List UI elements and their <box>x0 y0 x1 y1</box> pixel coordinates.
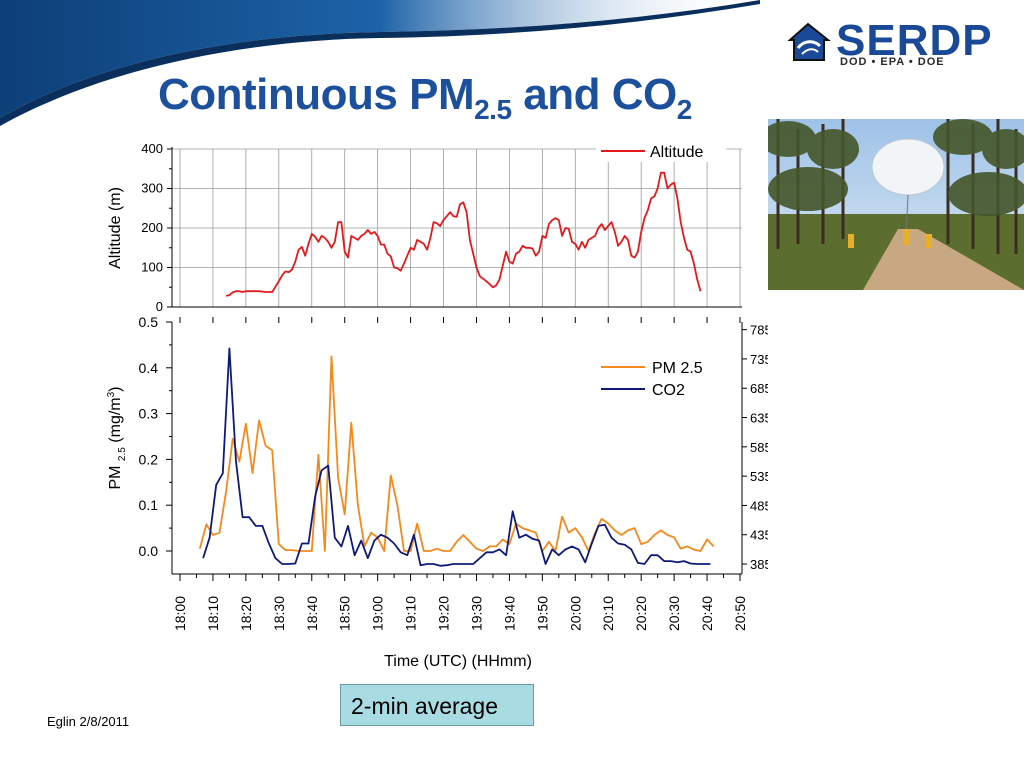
pm-co2-legend-bg <box>596 355 716 405</box>
time-x-tick-label: 19:20 <box>436 596 452 631</box>
footer-text: Eglin 2/8/2011 <box>47 714 130 729</box>
charts-area: 0 100 200 300 400 Altitude (m) Altitude 0.0 0.1… <box>106 140 768 670</box>
time-x-tick-label: 18:30 <box>271 596 287 631</box>
pm-y-axis-label-part: ) <box>107 386 124 391</box>
altitude-y-tick-label: 300 <box>141 181 163 196</box>
time-x-tick-label: 18:20 <box>238 596 254 631</box>
pm-y-axis-label: PM 2.5 (mg/m3) <box>106 386 128 489</box>
pm-y-axis-label-part: (mg/m <box>107 397 124 447</box>
co2-y-tick-label: 385 <box>750 557 768 572</box>
pm-co2-chart: 0.0 0.1 0.2 0.3 0.4 0.5 385 435 485 535 585 635 685 7… <box>106 314 768 670</box>
altitude-y-tick-label: 0 <box>156 299 163 314</box>
pm-y-axis-label-part: 3 <box>106 391 117 397</box>
time-x-tick-label: 18:40 <box>304 596 320 631</box>
time-x-tick-label: 20:10 <box>600 596 616 631</box>
time-x-tick-label: 19:30 <box>468 596 484 631</box>
pm-y-tick-label: 0.3 <box>139 406 159 422</box>
header-banner <box>0 0 760 126</box>
time-x-tick-label: 18:10 <box>205 596 221 631</box>
time-x-tick-label: 18:00 <box>172 596 188 631</box>
time-x-tick-label: 20:30 <box>666 596 682 631</box>
time-x-tick-label: 20:40 <box>699 596 715 631</box>
pm-co2-legend-label: CO2 <box>652 382 685 399</box>
altitude-legend-label: Altitude <box>650 144 703 161</box>
altitude-legend-bg <box>596 140 726 162</box>
pm-y-tick-label: 0.4 <box>139 360 159 376</box>
altitude-y-tick-label: 200 <box>141 220 163 235</box>
serdp-logo: SERDP DOD • EPA • DOE <box>784 16 999 78</box>
pm25-series-line <box>198 355 715 552</box>
pm-y-axis-label-part: 2.5 <box>117 447 128 461</box>
co2-y-tick-label: 685 <box>750 381 768 396</box>
altitude-series-line <box>225 171 702 297</box>
co2-y-tick-label: 785 <box>750 323 768 338</box>
time-x-tick-label: 20:50 <box>732 596 748 631</box>
logo-emblem-icon <box>787 22 831 61</box>
time-x-tick-label: 19:00 <box>370 596 386 631</box>
time-x-tick-label: 18:50 <box>337 596 353 631</box>
time-x-tick-label: 20:00 <box>567 596 583 631</box>
time-x-axis-label: Time (UTC) (HHmm) <box>384 653 532 670</box>
pm-y-tick-label: 0.1 <box>139 497 159 513</box>
logo-wordmark: SERDP <box>836 16 993 65</box>
co2-y-tick-label: 535 <box>750 469 768 484</box>
time-x-tick-label: 20:20 <box>633 596 649 631</box>
time-x-tick-label: 19:50 <box>534 596 550 631</box>
pm-y-tick-label: 0.2 <box>139 451 159 467</box>
altitude-y-axis-label: Altitude (m) <box>107 187 124 269</box>
slide-title: Continuous PM2.5 and CO2 <box>158 70 692 125</box>
co2-y-tick-label: 635 <box>750 411 768 426</box>
balloon-photo <box>768 119 1024 290</box>
pm-co2-legend-label: PM 2.5 <box>652 360 703 377</box>
altitude-chart: 0 100 200 300 400 Altitude (m) Altitude <box>107 140 742 314</box>
pm-y-axis-label-part: PM <box>107 461 124 489</box>
co2-y-tick-label: 485 <box>750 498 768 513</box>
co2-y-tick-label: 585 <box>750 440 768 455</box>
co2-y-tick-label: 735 <box>750 352 768 367</box>
co2-y-tick-label: 435 <box>750 528 768 543</box>
time-x-tick-label: 19:10 <box>403 596 419 631</box>
logo-subtext: DOD • EPA • DOE <box>840 56 945 68</box>
altitude-y-tick-label: 100 <box>141 260 163 275</box>
pm-y-tick-label: 0.0 <box>139 543 159 559</box>
average-note-box: 2-min average <box>340 684 534 726</box>
pm-y-tick-label: 0.5 <box>139 314 159 330</box>
altitude-y-tick-label: 400 <box>141 141 163 156</box>
co2-series-line <box>202 347 711 567</box>
time-x-tick-label: 19:40 <box>501 596 517 631</box>
